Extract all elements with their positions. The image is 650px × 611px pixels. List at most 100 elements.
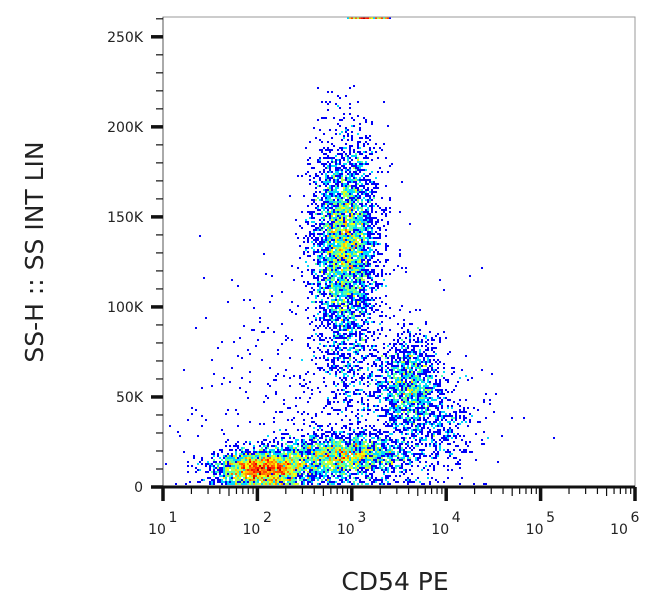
density-cell [349, 249, 351, 251]
density-cell [367, 395, 369, 397]
density-cell [259, 463, 261, 465]
density-cell [247, 461, 249, 463]
density-cell [283, 453, 285, 455]
density-cell [335, 443, 337, 445]
density-cell [375, 465, 377, 467]
density-cell [367, 265, 369, 267]
density-cell [337, 477, 339, 479]
density-cell [403, 453, 405, 455]
density-cell [371, 297, 373, 299]
density-cell [369, 477, 371, 479]
density-cell [371, 277, 373, 279]
density-cell [363, 459, 365, 461]
density-cell [207, 463, 209, 465]
density-cell [345, 447, 347, 449]
density-cell [251, 467, 253, 469]
density-cell [393, 431, 395, 433]
density-cell [421, 405, 423, 407]
density-cell [391, 405, 393, 407]
density-cell [437, 409, 439, 411]
density-cell [365, 449, 367, 451]
density-cell [325, 255, 327, 257]
density-cell [363, 241, 365, 243]
density-cell [349, 195, 351, 197]
density-cell [345, 271, 347, 273]
density-cell [275, 477, 277, 479]
density-cell [357, 219, 359, 221]
density-cell [351, 245, 353, 247]
density-cell [295, 481, 297, 483]
density-cell [377, 157, 379, 159]
density-cell [411, 379, 413, 381]
density-cell [423, 399, 425, 401]
density-cell [285, 463, 287, 465]
density-cell [393, 373, 395, 375]
density-cell [369, 451, 371, 453]
density-cell [309, 255, 311, 257]
density-cell [319, 337, 321, 339]
density-cell [419, 359, 421, 361]
density-cell [381, 453, 383, 455]
density-cell [413, 453, 415, 455]
density-cell [361, 183, 363, 185]
density-cell [373, 457, 375, 459]
density-cell [297, 451, 299, 453]
density-cell [325, 451, 327, 453]
density-cell [347, 207, 349, 209]
density-cell [333, 235, 335, 237]
density-cell [199, 469, 201, 471]
density-cell [333, 453, 335, 455]
density-cell [275, 479, 277, 481]
density-cell [259, 445, 261, 447]
density-cell [319, 461, 321, 463]
density-cell [339, 257, 341, 259]
density-cell [403, 461, 405, 463]
density-cell [361, 285, 363, 287]
density-cell [339, 431, 341, 433]
density-cell [321, 141, 323, 143]
density-cell [349, 161, 351, 163]
density-cell [335, 165, 337, 167]
density-cell [407, 417, 409, 419]
density-cell [423, 391, 425, 393]
density-cell [367, 227, 369, 229]
density-cell [333, 179, 335, 181]
density-cell [321, 435, 323, 437]
density-cell [249, 459, 251, 461]
density-cell [373, 181, 375, 183]
density-cell [331, 221, 333, 223]
density-cell [317, 451, 319, 453]
density-cell [351, 243, 353, 245]
density-cell [397, 395, 399, 397]
density-cell [403, 361, 405, 363]
density-cell [225, 465, 227, 467]
density-cell [371, 223, 373, 225]
density-cell [351, 323, 353, 325]
density-cell [279, 483, 281, 485]
density-cell [237, 471, 239, 473]
density-cell [331, 475, 333, 477]
density-cell [355, 179, 357, 181]
density-cell [425, 413, 427, 415]
density-cell [359, 389, 361, 391]
density-cell [349, 267, 351, 269]
density-cell [349, 145, 351, 147]
density-cell [241, 463, 243, 465]
density-cell [367, 299, 369, 301]
density-cell [339, 251, 341, 253]
density-cell [409, 337, 411, 339]
density-cell [343, 375, 345, 377]
density-cell [393, 455, 395, 457]
density-cell [363, 311, 365, 313]
density-cell [333, 483, 335, 485]
density-cell [335, 291, 337, 293]
density-cell [307, 433, 309, 435]
density-cell [379, 381, 381, 383]
density-cell [333, 199, 335, 201]
density-cell [421, 393, 423, 395]
density-cell [399, 385, 401, 387]
density-cell [375, 449, 377, 451]
density-cell [345, 279, 347, 281]
density-cell [315, 455, 317, 457]
density-cell [369, 179, 371, 181]
